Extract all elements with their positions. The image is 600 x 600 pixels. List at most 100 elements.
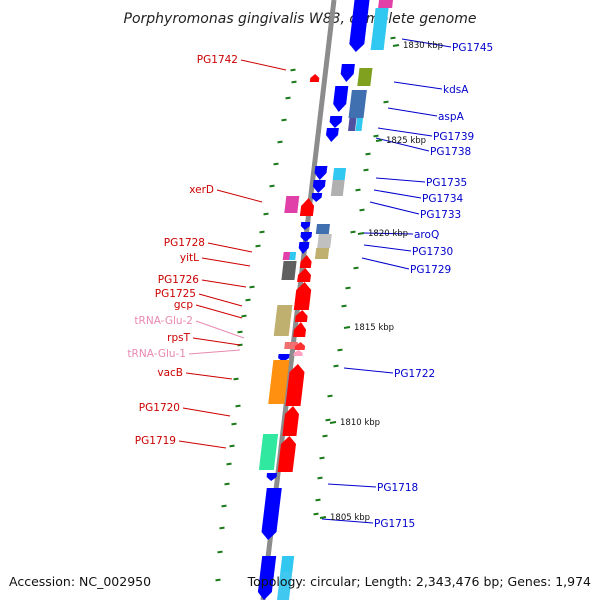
gene-label: PG1733 <box>420 209 461 221</box>
feature-dot <box>221 504 227 508</box>
gene-arrow <box>326 128 339 142</box>
gene-arrow <box>349 0 370 52</box>
leader-line <box>188 349 241 355</box>
gene-label: aroQ <box>414 229 439 241</box>
gene-label: PG1728 <box>164 237 205 249</box>
label-leaders <box>178 38 452 524</box>
feature-dot <box>317 476 323 480</box>
feature-dot <box>290 68 296 72</box>
feature-dot <box>224 482 230 486</box>
feature-dot <box>285 96 291 100</box>
gene-block <box>281 261 297 280</box>
feature-dot <box>226 462 232 466</box>
feature-dot <box>229 444 235 448</box>
gene-block <box>378 0 393 8</box>
feature-dot <box>233 377 239 381</box>
feature-dot <box>241 314 247 318</box>
feature-dot <box>353 266 359 270</box>
gene-block <box>289 252 297 260</box>
gene-block <box>314 248 330 259</box>
gene-block <box>330 180 345 196</box>
feature-dot <box>259 230 265 234</box>
gene-block <box>277 572 293 600</box>
gene-arrow <box>282 406 299 436</box>
leader-line <box>321 518 374 524</box>
feature-dot <box>245 298 251 302</box>
feature-dot <box>231 422 237 426</box>
gene-label: PG1729 <box>410 264 451 276</box>
kbp-tick-label: 1820 kbp <box>368 229 408 239</box>
gene-label: vacB <box>157 367 183 379</box>
kbp-tick-mark <box>329 421 337 424</box>
gene-label: PG1742 <box>197 54 238 66</box>
gene-arrow <box>285 364 305 406</box>
leader-line <box>377 127 433 137</box>
gene-label: PG1719 <box>135 435 176 447</box>
feature-dot <box>215 578 221 582</box>
gene-label: kdsA <box>443 84 469 96</box>
gene-arrow <box>298 242 310 254</box>
kbp-tick-label: 1810 kbp <box>340 418 380 428</box>
gene-arrow <box>300 232 312 242</box>
leader-line <box>201 257 251 267</box>
topology-text: Topology: circular; Length: 2,343,476 bp… <box>247 574 591 589</box>
gene-arrow <box>333 86 349 112</box>
gene-label: yitL <box>180 252 199 264</box>
feature-dot <box>363 168 369 172</box>
gene-arrow <box>294 342 306 350</box>
gene-arrow <box>329 116 343 128</box>
feature-dot <box>365 152 371 156</box>
feature-dot <box>322 434 328 438</box>
gene-block <box>317 234 332 248</box>
leader-line <box>192 337 241 346</box>
feature-dot <box>350 230 356 234</box>
gene-label: PG1738 <box>430 146 471 158</box>
gene-arrow <box>340 64 355 82</box>
feature-dot <box>319 456 325 460</box>
feature-dot <box>327 394 333 398</box>
gene-arrow <box>277 436 296 472</box>
gene-arrow <box>300 222 311 230</box>
gene-label: PG1739 <box>433 131 474 143</box>
gene-label: xerD <box>189 184 214 196</box>
gene-block <box>280 556 295 572</box>
feature-dot <box>355 188 361 192</box>
leader-line <box>387 107 438 117</box>
gene-arrow <box>293 322 306 337</box>
gene-block <box>258 434 279 470</box>
kbp-tick-label: 1805 kbp <box>330 513 370 523</box>
gene-arrow <box>299 255 312 268</box>
gene-arrow <box>311 193 323 202</box>
gene-block <box>315 224 330 234</box>
gene-block <box>284 342 298 349</box>
gene-arrow <box>261 488 282 540</box>
leader-line <box>363 232 414 235</box>
leader-line <box>178 440 227 449</box>
gene-label: gcp <box>174 299 193 311</box>
gene-arrow <box>266 473 277 481</box>
feature-dot <box>373 134 379 138</box>
kbp-tick-label: 1825 kbp <box>386 136 426 146</box>
gene-block <box>332 168 347 180</box>
feature-dot <box>277 140 283 144</box>
leader-line <box>185 372 233 380</box>
leader-line <box>343 367 394 374</box>
feature-dot <box>383 100 389 104</box>
feature-dot <box>291 80 297 84</box>
kbp-tick-mark <box>357 232 365 235</box>
feature-dot <box>219 526 225 530</box>
leader-line <box>401 38 452 48</box>
leader-line <box>195 304 243 319</box>
leader-line <box>195 320 245 339</box>
gene-arrow <box>294 310 308 322</box>
gene-label: PG1726 <box>158 274 200 286</box>
feature-dot <box>337 348 343 352</box>
feature-dot <box>235 404 241 408</box>
gene-arrow <box>314 166 328 180</box>
leader-line <box>393 81 443 90</box>
leader-line <box>201 279 247 288</box>
kbp-tick-mark <box>319 516 327 519</box>
gene-label: tRNA-Glu-2 <box>134 315 193 327</box>
feature-dot <box>237 330 243 334</box>
